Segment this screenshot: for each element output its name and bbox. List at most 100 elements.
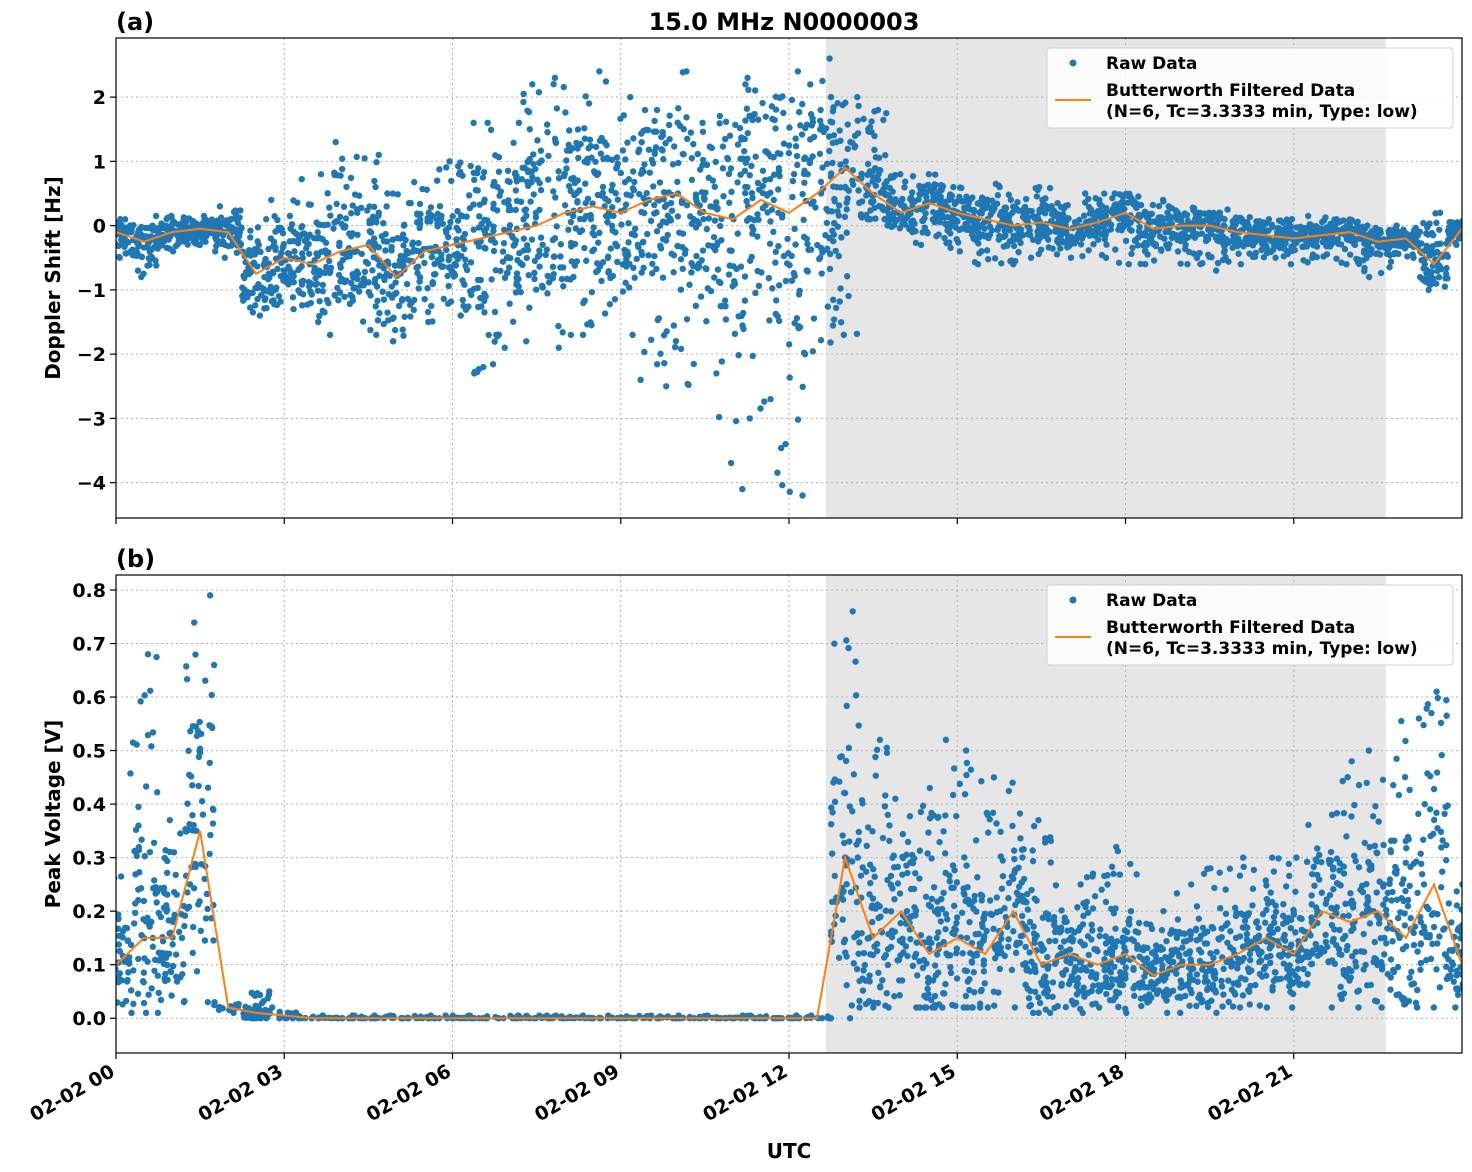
raw-point	[748, 253, 756, 261]
raw-point	[838, 753, 845, 760]
raw-point	[835, 954, 843, 961]
raw-point	[785, 341, 793, 348]
raw-point	[355, 288, 363, 295]
raw-point	[1163, 1009, 1171, 1017]
raw-point	[466, 192, 473, 199]
raw-point	[1001, 905, 1008, 912]
raw-point	[976, 1000, 984, 1007]
raw-point	[829, 322, 837, 329]
raw-point	[1245, 222, 1252, 229]
raw-point	[652, 144, 660, 151]
raw-point	[846, 838, 853, 845]
raw-point	[391, 262, 398, 269]
raw-point	[106, 225, 112, 231]
raw-point	[969, 1004, 976, 1011]
raw-point	[924, 974, 932, 982]
raw-point	[739, 485, 746, 493]
raw-point	[726, 199, 733, 206]
raw-point	[135, 803, 142, 811]
raw-point	[662, 237, 670, 244]
raw-point	[852, 658, 859, 665]
raw-point	[105, 896, 111, 902]
raw-point	[613, 154, 621, 161]
raw-point	[549, 275, 557, 282]
raw-point	[1049, 245, 1056, 252]
raw-point	[1194, 209, 1201, 217]
raw-point	[233, 226, 240, 233]
raw-point	[575, 154, 582, 162]
raw-point	[423, 186, 430, 193]
raw-point	[879, 834, 887, 842]
raw-point	[1134, 242, 1142, 249]
raw-point	[717, 279, 724, 287]
raw-point	[740, 309, 747, 317]
raw-point	[925, 829, 932, 836]
raw-point	[604, 218, 611, 226]
raw-point	[963, 934, 971, 942]
raw-point	[1005, 894, 1012, 902]
raw-point	[314, 287, 321, 294]
raw-point	[783, 260, 791, 267]
raw-point	[807, 111, 815, 118]
raw-point	[705, 174, 712, 182]
raw-point	[904, 869, 911, 877]
raw-point	[966, 986, 973, 994]
raw-point	[512, 289, 520, 296]
raw-point	[842, 949, 849, 956]
raw-point	[264, 995, 271, 1002]
raw-point	[1077, 241, 1085, 248]
raw-point	[170, 888, 178, 896]
raw-point	[175, 928, 183, 936]
raw-point	[536, 263, 543, 270]
raw-point	[624, 139, 631, 146]
raw-point	[799, 190, 806, 198]
raw-point	[351, 191, 359, 198]
raw-point	[189, 949, 196, 957]
raw-point	[1133, 871, 1140, 878]
raw-point	[1237, 217, 1245, 224]
raw-point	[1181, 245, 1189, 253]
raw-point	[577, 140, 584, 148]
raw-point	[560, 83, 567, 91]
raw-point	[479, 174, 487, 181]
raw-point	[127, 248, 134, 255]
raw-point	[168, 992, 175, 999]
raw-point	[1354, 218, 1361, 226]
raw-point	[1010, 847, 1018, 854]
raw-point	[1068, 233, 1075, 240]
raw-point	[891, 215, 898, 223]
raw-point	[850, 960, 857, 967]
raw-point	[1285, 230, 1293, 238]
raw-point	[963, 967, 970, 975]
raw-point	[155, 909, 162, 917]
raw-point	[210, 937, 217, 944]
raw-point	[782, 440, 789, 448]
raw-point	[104, 981, 110, 987]
raw-point	[810, 315, 818, 322]
raw-point	[721, 135, 729, 143]
raw-point	[741, 167, 749, 175]
raw-point	[638, 130, 645, 137]
raw-point	[668, 250, 675, 257]
raw-point	[1464, 229, 1470, 235]
raw-point	[864, 935, 871, 942]
raw-point	[968, 899, 975, 907]
raw-point	[722, 316, 730, 323]
raw-point	[941, 234, 948, 242]
raw-point	[679, 150, 687, 158]
raw-point	[1451, 224, 1459, 231]
raw-point	[459, 234, 466, 242]
raw-point	[1146, 236, 1153, 244]
raw-point	[202, 915, 210, 922]
raw-point	[246, 304, 254, 311]
raw-point	[742, 190, 749, 197]
raw-point	[1443, 264, 1450, 272]
raw-point	[488, 276, 495, 283]
raw-point	[608, 222, 616, 229]
raw-point	[237, 207, 244, 214]
y-tick-label: −2	[77, 344, 106, 366]
raw-point	[206, 722, 213, 729]
raw-point	[775, 186, 782, 193]
raw-point	[761, 176, 769, 184]
raw-point	[1055, 238, 1063, 246]
